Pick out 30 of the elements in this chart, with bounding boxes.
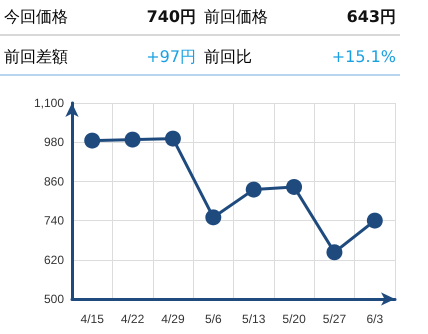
text: 643円 (346, 6, 396, 28)
x-tick-label: 5/27 (322, 312, 346, 326)
x-tick-label: 5/20 (282, 312, 306, 326)
x-tick-label: 4/15 (80, 312, 104, 326)
x-tick-label: 6/3 (366, 312, 384, 326)
x-tick-label: 5/6 (204, 312, 222, 326)
text: 前回価格 (204, 6, 268, 28)
y-tick-label: 1,100 (34, 96, 64, 110)
x-tick-label: 4/29 (161, 312, 185, 326)
text: 今回価格 (4, 6, 68, 28)
text: 740円 (146, 6, 196, 28)
text: +15.1% (332, 46, 396, 68)
point (84, 132, 100, 149)
y-tick-label: 740 (44, 214, 64, 228)
x-tick-label: 4/22 (120, 312, 145, 326)
y-tick-label: 980 (44, 135, 64, 150)
point (286, 178, 302, 195)
point (124, 132, 141, 148)
y-tick-label: 620 (44, 252, 64, 267)
text: 前回差額 (4, 46, 68, 68)
y-tick-label: 860 (44, 174, 64, 188)
point (366, 212, 383, 229)
text: +97円 (146, 46, 196, 68)
point (246, 182, 262, 198)
x-tick-label: 5/13 (242, 312, 266, 326)
text: 前回比 (204, 46, 252, 68)
point (205, 209, 222, 226)
y-tick-label: 500 (44, 292, 64, 306)
point (326, 244, 342, 260)
point (164, 130, 181, 147)
